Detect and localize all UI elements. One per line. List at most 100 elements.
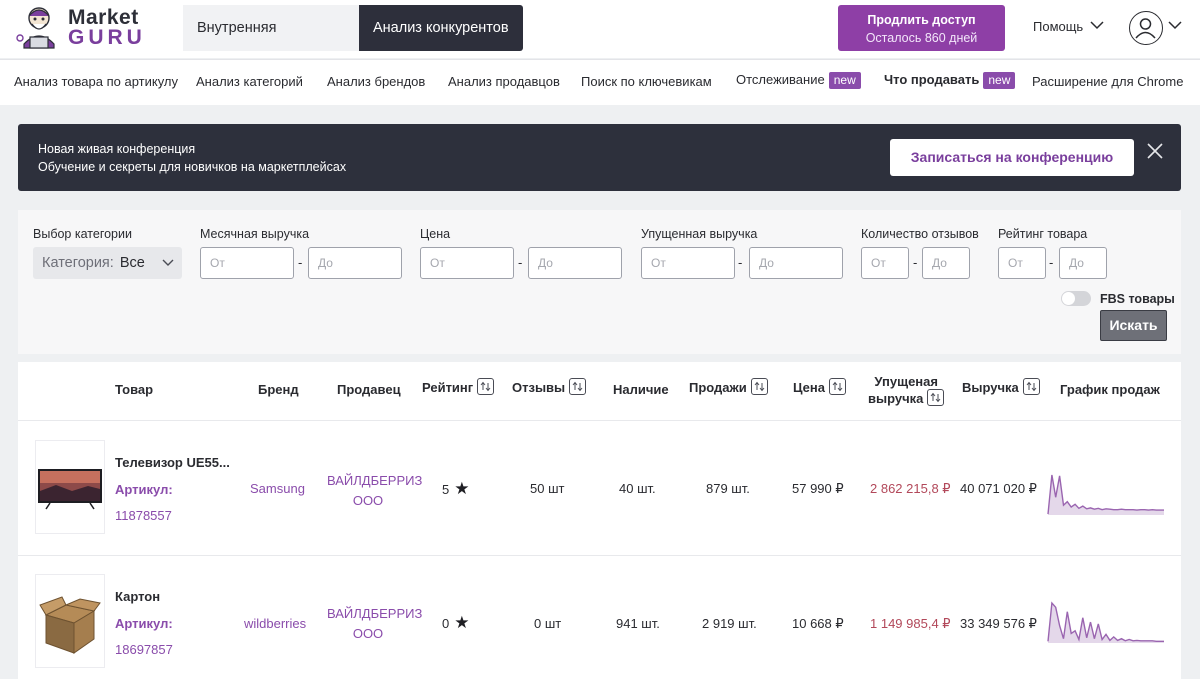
help-menu[interactable]: Помощь xyxy=(1033,19,1084,34)
nav-item-chrome-extension[interactable]: Расширение для Chrome xyxy=(1032,74,1184,89)
article-number[interactable]: 11878557 xyxy=(115,508,172,523)
guru-mascot-icon xyxy=(16,7,55,49)
lost-revenue-from-input[interactable]: От xyxy=(641,247,735,279)
sort-icon[interactable] xyxy=(569,378,587,396)
rating-value: 0 ★ xyxy=(442,613,469,633)
days-left-label: Осталось 860 дней xyxy=(865,31,978,45)
nav-item-brands[interactable]: Анализ брендов xyxy=(327,74,426,89)
column-header-reviews[interactable]: Отзывы xyxy=(512,378,587,397)
renew-access-label: Продлить доступ xyxy=(867,13,976,27)
range-dash: - xyxy=(1049,255,1054,270)
sparkline-line xyxy=(1047,474,1164,515)
category-select[interactable]: Категория: Все xyxy=(33,247,182,279)
sort-icon[interactable] xyxy=(750,378,768,396)
monthly-revenue-to-input[interactable]: До xyxy=(308,247,402,279)
fbs-toggle[interactable] xyxy=(1061,291,1091,306)
renew-access-button[interactable]: Продлить доступ Осталось 860 дней xyxy=(838,5,1005,51)
main-nav: Анализ товара по артикулу Анализ категор… xyxy=(0,59,1200,105)
price-value: 10 668 ₽ xyxy=(792,616,844,631)
lost-revenue-to-input[interactable]: До xyxy=(749,247,843,279)
category-select-value: Все xyxy=(119,255,145,271)
sort-icon[interactable] xyxy=(477,378,495,396)
seller-name: ВАЙЛДБЕРРИЗ xyxy=(327,473,423,488)
sort-icon[interactable] xyxy=(1022,378,1040,396)
products-table: Товар Бренд Продавец Рейтинг Отзывы Нали… xyxy=(18,362,1181,679)
column-header-price[interactable]: Цена xyxy=(793,378,846,397)
rating-from-input[interactable]: От xyxy=(998,247,1046,279)
row-divider xyxy=(18,420,1181,421)
column-header-label: Рейтинг xyxy=(422,380,474,395)
tab-competitor-analysis[interactable]: Анализ конкурентов xyxy=(359,5,523,51)
cardboard-box-image xyxy=(39,596,101,654)
column-header-revenue[interactable]: Выручка xyxy=(962,378,1040,397)
nav-item-label: Что продавать xyxy=(884,72,980,87)
new-badge: new xyxy=(983,72,1016,89)
seller-name: ВАЙЛДБЕРРИЗ xyxy=(327,606,423,621)
filters-panel: Выбор категории Категория: Все Месячная в… xyxy=(18,210,1181,354)
user-avatar[interactable] xyxy=(1129,11,1163,45)
banner-title: Новая живая конференция xyxy=(38,142,196,156)
reviews-from-input[interactable]: От xyxy=(861,247,909,279)
product-thumbnail[interactable] xyxy=(35,440,105,534)
column-header-rating[interactable]: Рейтинг xyxy=(422,378,495,397)
nav-item-what-to-sell[interactable]: Что продавать new xyxy=(884,72,1016,89)
register-conference-button[interactable]: Записаться на конференцию xyxy=(890,139,1134,176)
close-icon[interactable] xyxy=(1146,142,1164,160)
chevron-down-icon[interactable] xyxy=(1090,20,1104,30)
reviews-count: 0 шт xyxy=(534,616,562,631)
category-filter-label: Выбор категории xyxy=(33,227,132,241)
range-dash: - xyxy=(298,255,303,270)
sort-icon[interactable] xyxy=(927,389,945,407)
sales-sparkline[interactable] xyxy=(1047,598,1165,646)
column-header-label: Упущеная xyxy=(874,374,938,389)
logo[interactable]: Market GURU xyxy=(16,4,161,54)
article-number[interactable]: 18697857 xyxy=(115,642,173,657)
search-button[interactable]: Искать xyxy=(1100,310,1167,341)
product-name[interactable]: Картон xyxy=(115,589,161,604)
nav-item-sellers[interactable]: Анализ продавцов xyxy=(448,74,560,89)
sort-icon[interactable] xyxy=(828,378,846,396)
range-dash: - xyxy=(518,255,523,270)
monthly-revenue-from-input[interactable]: От xyxy=(200,247,294,279)
nav-item-tracking[interactable]: Отслеживание new xyxy=(736,72,861,89)
seller-link[interactable]: ВАЙЛДБЕРРИЗ ООО xyxy=(327,604,423,644)
logo-word-market: Market xyxy=(68,6,139,29)
top-header: Market GURU Внутренняя аналитика Анализ … xyxy=(0,0,1200,82)
column-header-label: Продажи xyxy=(689,380,747,395)
product-name[interactable]: Телевизор UE55... xyxy=(115,455,230,470)
star-icon: ★ xyxy=(454,479,470,498)
brand-link[interactable]: wildberries xyxy=(244,616,307,631)
column-header-sales[interactable]: Продажи xyxy=(689,378,768,397)
nav-item-keywords[interactable]: Поиск по ключевикам xyxy=(581,74,712,89)
reviews-count: 50 шт xyxy=(530,481,565,496)
seller-legal-form: ООО xyxy=(352,493,384,508)
new-badge: new xyxy=(828,72,861,89)
column-header-lost-revenue[interactable]: Упущеная выручка xyxy=(868,373,945,408)
banner-subtitle: Обучение и секреты для новичков на марке… xyxy=(38,160,347,174)
seller-link[interactable]: ВАЙЛДБЕРРИЗ ООО xyxy=(327,471,423,511)
rating-number: 5 xyxy=(442,482,450,497)
reviews-to-input[interactable]: До xyxy=(922,247,970,279)
article-label: Артикул: xyxy=(115,482,173,497)
brand-link[interactable]: Samsung xyxy=(250,481,305,496)
rating-to-input[interactable]: До xyxy=(1059,247,1107,279)
lost-revenue-value: 2 862 215,8 ₽ xyxy=(870,481,951,496)
seller-legal-form: ООО xyxy=(352,626,384,641)
nav-item-categories[interactable]: Анализ категорий xyxy=(196,74,303,89)
nav-item-sku-analysis[interactable]: Анализ товара по артикулу xyxy=(14,74,179,89)
price-label: Цена xyxy=(420,227,451,241)
revenue-value: 33 349 576 ₽ xyxy=(960,616,1037,631)
tv-image xyxy=(38,469,102,510)
category-select-prefix: Категория: xyxy=(42,255,114,271)
rating-filter-label: Рейтинг товара xyxy=(998,227,1088,241)
logo-word-guru: GURU xyxy=(68,26,146,49)
chevron-down-icon[interactable] xyxy=(1168,20,1182,30)
sales-sparkline[interactable] xyxy=(1047,470,1165,518)
price-to-input[interactable]: До xyxy=(528,247,622,279)
tab-internal-analytics[interactable]: Внутренняя аналитика xyxy=(183,5,359,82)
price-from-input[interactable]: От xyxy=(420,247,514,279)
column-header-label: Выручка xyxy=(962,380,1019,395)
stock-count: 941 шт. xyxy=(616,616,660,631)
product-thumbnail[interactable] xyxy=(35,574,105,668)
column-header-brand: Бренд xyxy=(258,382,299,397)
